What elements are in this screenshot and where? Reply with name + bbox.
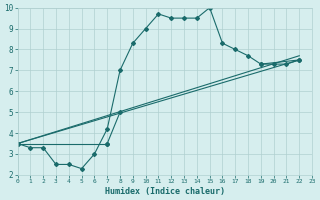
- X-axis label: Humidex (Indice chaleur): Humidex (Indice chaleur): [105, 187, 225, 196]
